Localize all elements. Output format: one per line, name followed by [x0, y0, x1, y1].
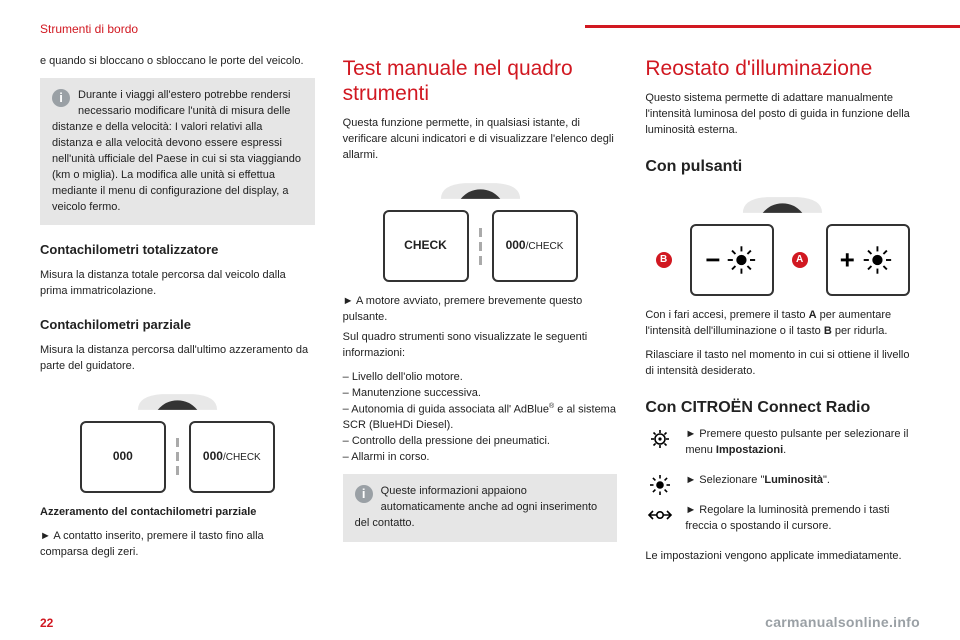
col1-intro: e quando si bloccano o sbloccano le port… — [40, 54, 315, 70]
text-trip-odometer: Misura la distanza percorsa dall'ultimo … — [40, 343, 315, 375]
svg-text:+: + — [839, 247, 854, 275]
watermark: carmanualsonline.info — [765, 614, 920, 630]
slider-arrows-icon — [645, 503, 675, 527]
arrow-icon: ► — [685, 474, 696, 486]
list-item: Manutenzione successiva. — [343, 386, 618, 402]
list-item: Livello dell'olio motore. — [343, 370, 618, 386]
panel-divider — [479, 228, 482, 265]
panel-right-main: 000 — [203, 449, 223, 463]
car-silhouette-icon — [130, 385, 225, 419]
list-item: Controllo della pressione dei pneumatici… — [343, 434, 618, 450]
arrow-icon: ► — [343, 295, 354, 307]
text-release: Rilasciare il tasto nel momento in cui s… — [645, 348, 920, 380]
panel-label-check: CHECK — [404, 237, 447, 254]
info-list: Livello dell'olio motore. Manutenzione s… — [343, 370, 618, 466]
brightness-icon — [645, 473, 675, 497]
heading-total-odometer: Contachilometri totalizzatore — [40, 241, 315, 260]
button-panel-minus-brightness: − — [690, 224, 774, 296]
button-panel-000: 000 — [80, 421, 166, 493]
info-units-text: Durante i viaggi all'estero potrebbe ren… — [52, 88, 303, 216]
text-press-button: ► A motore avviato, premere brevemente q… — [343, 294, 618, 326]
panel-divider — [176, 438, 179, 475]
text-info-shown: Sul quadro strumenti sono visualizzate l… — [343, 330, 618, 362]
column-2: Test manuale nel quadro strumenti Questa… — [343, 54, 618, 573]
minus-brightness-icon: − — [702, 238, 762, 282]
text-manual-test-intro: Questa funzione permette, in qualsiasi i… — [343, 116, 618, 164]
page-number: 22 — [40, 616, 53, 630]
button-panel-000-check: 000/CHECK — [189, 421, 275, 493]
header-title: Strumenti di bordo — [40, 22, 138, 36]
heading-reset-trip: Azzeramento del contachilometri parziale — [40, 505, 315, 521]
info-box-units: i Durante i viaggi all'estero potrebbe r… — [40, 78, 315, 226]
car-silhouette-icon — [735, 188, 830, 222]
info-auto-text: Queste informazioni appaiono automaticam… — [355, 484, 606, 532]
text-rheostat-intro: Questo sistema permette di adattare manu… — [645, 91, 920, 139]
step-3: ► Regolare la luminosità premendo i tast… — [645, 503, 920, 543]
plus-brightness-icon: + — [838, 238, 898, 282]
button-panel-plus-brightness: + — [826, 224, 910, 296]
arrow-icon: ► — [685, 428, 696, 440]
label-a: A — [792, 252, 808, 268]
arrow-icon: ► — [40, 530, 51, 542]
heading-connect-radio: Con CITROËN Connect Radio — [645, 396, 920, 419]
list-item: Autonomia di guida associata all' AdBlue… — [343, 402, 618, 435]
info-icon: i — [355, 485, 373, 503]
heading-manual-test: Test manuale nel quadro strumenti — [343, 56, 618, 106]
heading-with-buttons: Con pulsanti — [645, 155, 920, 178]
text-total-odometer: Misura la distanza totale percorsa dal v… — [40, 268, 315, 300]
column-1: e quando si bloccano o sbloccano le port… — [40, 54, 315, 573]
figure-odometer-buttons: 000 000/CHECK — [40, 385, 315, 493]
button-panel-check: CHECK — [383, 210, 469, 282]
panel-right-sub: /CHECK — [526, 241, 564, 252]
header-accent-bar — [585, 25, 960, 28]
panel-right-sub: /CHECK — [223, 452, 261, 463]
text-reset-trip: ► A contatto inserito, premere il tasto … — [40, 529, 315, 561]
info-icon: i — [52, 89, 70, 107]
step-2: ► Selezionare "Luminosità". — [645, 473, 920, 497]
column-3: Reostato d'illuminazione Questo sistema … — [645, 54, 920, 573]
panel-label-000: 000 — [113, 448, 133, 465]
car-silhouette-icon — [433, 174, 528, 208]
svg-text:−: − — [705, 247, 720, 275]
figure-brightness-buttons: B − A — [645, 188, 920, 296]
text-use-buttons: Con i fari accesi, premere il tasto A pe… — [645, 308, 920, 340]
arrow-icon: ► — [685, 504, 696, 516]
list-item: Allarmi in corso. — [343, 450, 618, 466]
text-apply: Le impostazioni vengono applicate immedi… — [645, 549, 920, 565]
figure-check-buttons: CHECK 000/CHECK — [343, 174, 618, 282]
button-panel-000-check: 000/CHECK — [492, 210, 578, 282]
info-box-auto: i Queste informazioni appaiono automatic… — [343, 474, 618, 542]
heading-trip-odometer: Contachilometri parziale — [40, 316, 315, 335]
heading-rheostat: Reostato d'illuminazione — [645, 56, 920, 81]
step-1: ► Premere questo pulsante per selezionar… — [645, 427, 920, 467]
gear-icon — [645, 427, 675, 451]
label-b: B — [656, 252, 672, 268]
panel-right-main: 000 — [506, 238, 526, 252]
